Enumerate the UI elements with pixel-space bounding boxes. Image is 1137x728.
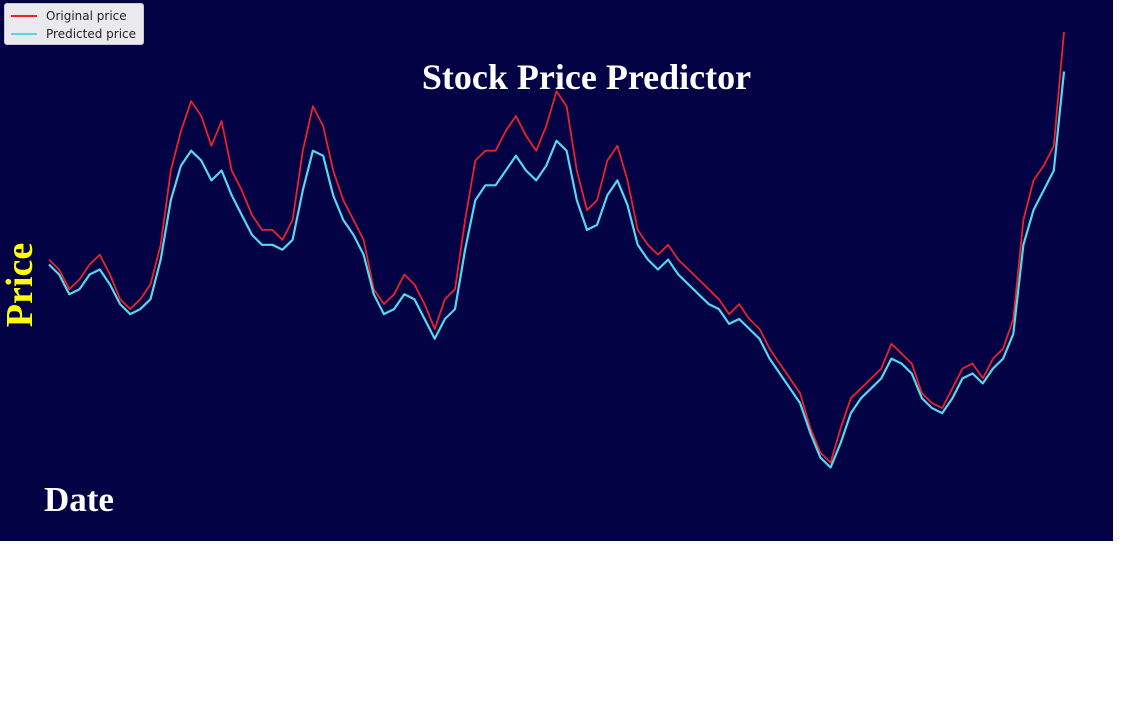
legend-label-original: Original price [46,9,127,23]
line-chart [48,31,1066,469]
series-line-original-price [48,31,1065,464]
legend: Original price Predicted price [4,3,144,45]
legend-swatch-predicted [11,33,37,35]
legend-label-predicted: Predicted price [46,27,137,41]
legend-item-original: Original price [11,8,127,24]
x-axis-label: Date [44,480,114,519]
legend-swatch-original [11,15,37,17]
legend-item-predicted: Predicted price [11,26,136,42]
series-line-predicted-price [48,71,1066,469]
y-axis-label: Price [0,242,41,328]
chart-plot-area: Original price Predicted price Stock Pri… [0,0,1113,541]
chart-title: Stock Price Predictor [421,57,752,97]
